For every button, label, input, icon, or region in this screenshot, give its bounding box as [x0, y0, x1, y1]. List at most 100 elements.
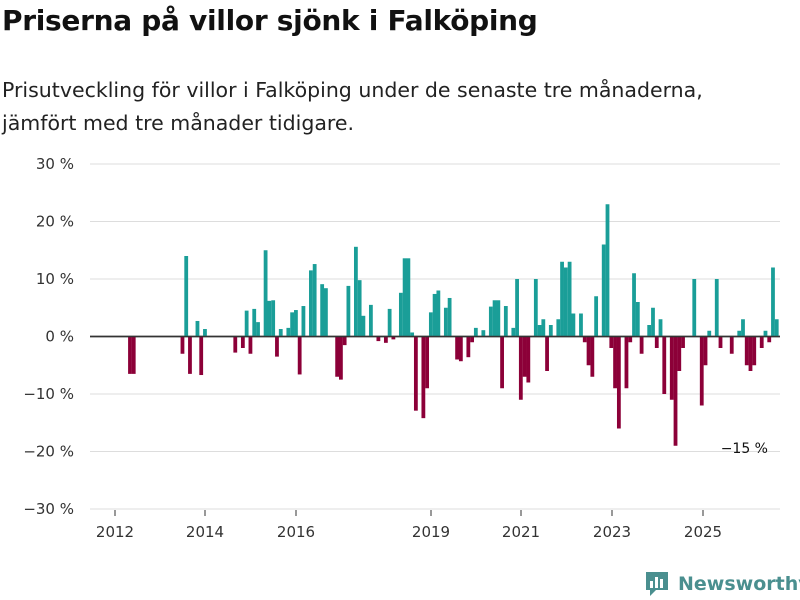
bar-positive	[763, 330, 768, 337]
bar-negative	[180, 336, 185, 354]
bar-positive	[271, 300, 276, 337]
bar-positive	[443, 307, 448, 337]
bar-negative	[500, 336, 504, 389]
bar-negative	[654, 336, 659, 348]
bar-positive	[651, 307, 655, 337]
last-value-annotation: −15 %	[721, 441, 768, 457]
x-tick-label: 2021	[502, 523, 540, 541]
newsworthy-logo-text: Newsworthy	[678, 573, 800, 595]
bar-negative	[624, 336, 629, 389]
bar-positive	[632, 273, 636, 337]
newsworthy-logo-icon	[646, 572, 668, 596]
bar-positive	[741, 319, 745, 337]
bar-negative	[582, 336, 587, 343]
bar-negative	[703, 336, 708, 366]
bar-positive	[252, 308, 257, 337]
bar-negative	[662, 336, 667, 394]
y-tick-label: −10 %	[23, 385, 74, 403]
bar-negative	[383, 336, 388, 343]
bar-positive	[195, 320, 200, 337]
bar-negative	[677, 336, 682, 371]
bar-positive	[473, 327, 478, 337]
y-tick-label: −20 %	[23, 443, 74, 461]
chart-subtitle: Prisutveckling för villor i Falköping un…	[2, 78, 703, 135]
bar-negative	[590, 336, 595, 377]
bar-negative	[767, 336, 772, 343]
bar-positive	[571, 313, 576, 337]
bar-negative	[628, 336, 633, 343]
bar-positive	[605, 204, 610, 337]
bar-positive	[594, 296, 599, 337]
bar-negative	[391, 336, 396, 340]
bar-positive	[533, 279, 538, 337]
chart-title: Priserna på villor sjönk i Falköping	[2, 4, 538, 37]
y-tick-label: 20 %	[36, 213, 74, 231]
bar-negative	[748, 336, 753, 371]
bar-positive	[301, 306, 306, 337]
bar-negative	[466, 336, 471, 358]
x-tick-label: 2012	[96, 523, 134, 541]
bar-negative	[470, 336, 474, 343]
bar-positive	[184, 256, 189, 337]
bar-negative	[339, 336, 343, 380]
bar-negative	[613, 336, 617, 389]
bar-negative	[759, 336, 764, 348]
newsworthy-logo: Newsworthy	[644, 570, 800, 598]
bar-negative	[233, 336, 238, 353]
bar-positive	[560, 261, 564, 337]
bar-negative	[526, 336, 531, 383]
bar-positive	[244, 310, 249, 337]
bar-positive	[278, 329, 283, 337]
bar-positive	[647, 325, 652, 337]
bar-negative	[421, 336, 426, 419]
bar-positive	[309, 270, 313, 337]
bar-positive	[398, 292, 403, 337]
x-tick-label: 2014	[186, 523, 224, 541]
bar-negative	[699, 336, 704, 406]
y-tick-label: 0 %	[45, 328, 74, 346]
bar-positive	[567, 261, 572, 337]
bar-positive	[406, 258, 411, 337]
bar-positive	[771, 267, 775, 337]
bar-positive	[203, 329, 207, 337]
bar-negative	[188, 336, 192, 374]
bar-positive	[256, 322, 260, 337]
bar-positive	[481, 330, 486, 337]
bar-negative	[518, 336, 523, 400]
bar-positive	[428, 312, 433, 337]
bar-positive	[410, 332, 415, 337]
bar-positive	[737, 330, 742, 337]
bar-negative	[522, 336, 527, 377]
bar-positive	[601, 244, 606, 337]
bar-positive	[496, 300, 501, 337]
bar-positive	[563, 267, 568, 337]
x-tick-label: 2023	[593, 523, 631, 541]
bar-positive	[541, 319, 546, 337]
bar-positive	[492, 300, 497, 337]
y-tick-label: 10 %	[36, 270, 74, 288]
bar-negative	[455, 336, 460, 360]
bar-negative	[681, 336, 685, 348]
bar-negative	[729, 336, 734, 354]
bar-positive	[537, 325, 542, 337]
bar-positive	[436, 290, 441, 337]
bar-positive	[503, 306, 508, 337]
bar-positive	[286, 327, 291, 337]
bar-negative	[639, 336, 644, 354]
bar-positive	[324, 288, 328, 337]
bar-negative	[744, 336, 749, 366]
bar-positive	[774, 319, 779, 337]
bar-positive	[447, 297, 452, 337]
bar-negative	[616, 336, 621, 429]
y-tick-label: 30 %	[36, 155, 74, 173]
bar-positive	[353, 246, 358, 337]
bar-positive	[263, 250, 268, 337]
bar-negative	[335, 336, 340, 377]
bar-negative	[240, 336, 245, 348]
bar-negative	[752, 336, 757, 366]
bar-negative	[458, 336, 463, 362]
bar-negative	[275, 336, 279, 357]
bar-negative	[297, 336, 302, 375]
bar-negative	[718, 336, 723, 348]
bar-positive	[635, 302, 640, 337]
